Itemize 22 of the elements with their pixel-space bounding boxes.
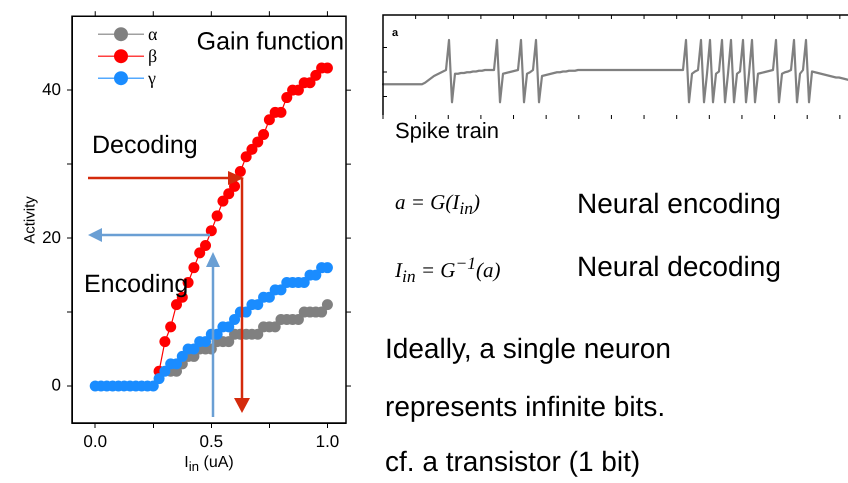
x-tick-label: 0.0 xyxy=(83,432,108,451)
text: Gain function xyxy=(196,28,344,56)
text: Ideally, a single neuron xyxy=(385,333,671,364)
text: cf. a transistor (1 bit) xyxy=(385,446,640,477)
x-axis-title: I$_{in}$ (uA) xyxy=(184,454,234,474)
x-tick-label: 0.5 xyxy=(200,432,224,451)
text: a = G(I$_{in}$) xyxy=(395,190,480,218)
text: I$_{in}$ = G$^{−1}$(a) xyxy=(395,253,501,286)
legend-label: γ xyxy=(147,68,156,88)
y-tick-label: 20 xyxy=(42,228,61,247)
x-axis-title: Spike train xyxy=(395,118,499,143)
text: Neural encoding xyxy=(577,188,781,219)
y-tick-label: 0 xyxy=(52,376,61,395)
legend-label: β xyxy=(148,46,158,66)
text: represents infinite bits. xyxy=(385,391,666,422)
x-tick-label: 1.0 xyxy=(316,432,340,451)
text: a xyxy=(392,27,398,39)
y-axis-title: Activity xyxy=(22,196,38,244)
text: Neural decoding xyxy=(577,251,781,282)
y-tick-label: 40 xyxy=(42,80,61,99)
annotation: Decoding xyxy=(92,131,198,159)
legend-label: α xyxy=(148,24,158,44)
